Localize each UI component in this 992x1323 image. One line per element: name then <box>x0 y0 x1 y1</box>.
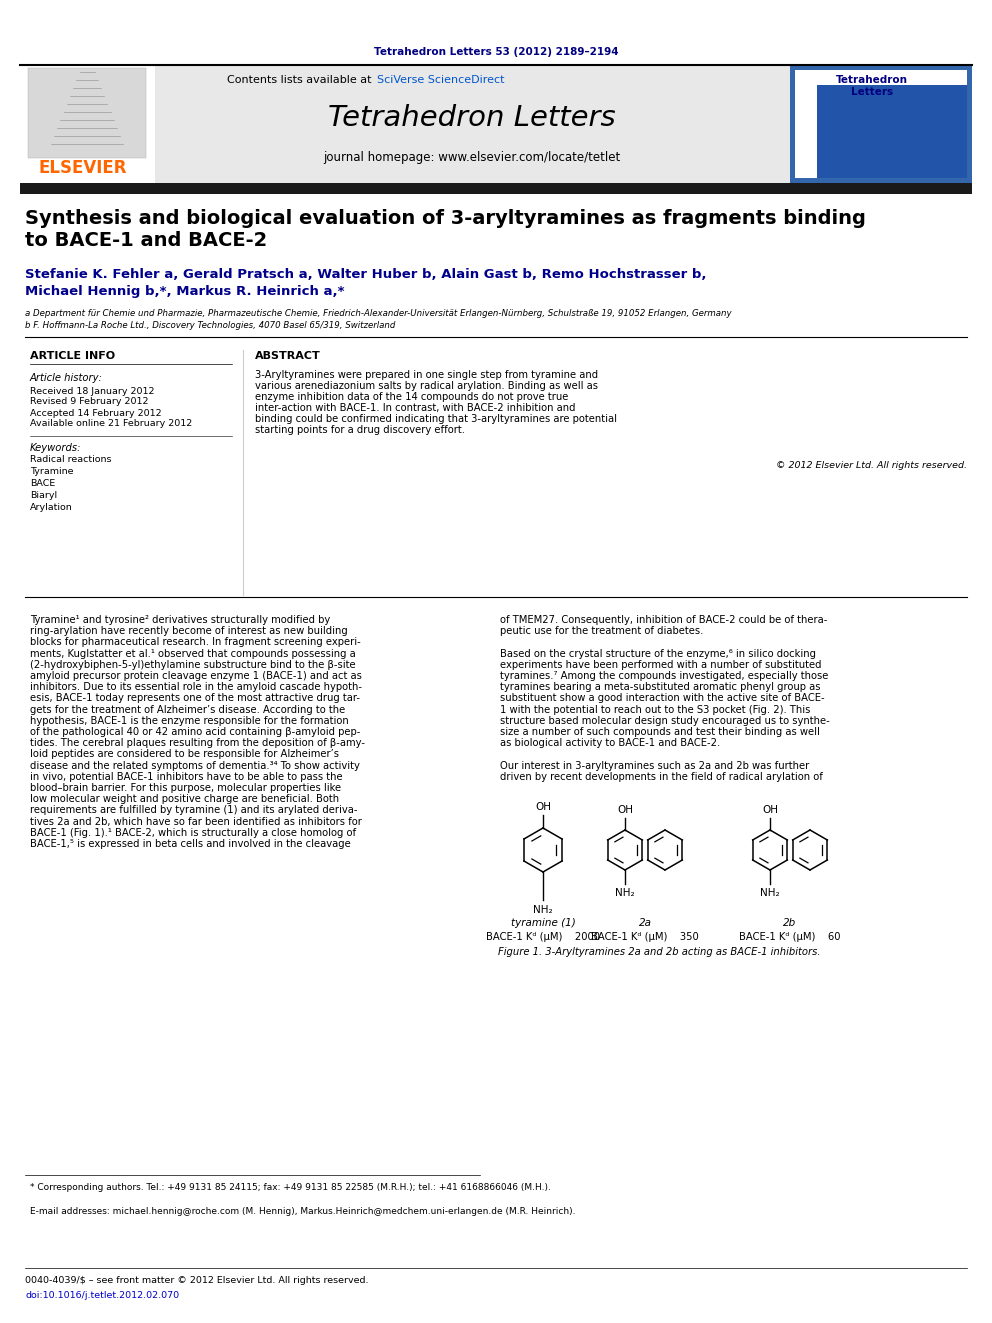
Text: Stefanie K. Fehler a, Gerald Pratsch a, Walter Huber b, Alain Gast b, Remo Hochs: Stefanie K. Fehler a, Gerald Pratsch a, … <box>25 269 706 282</box>
Text: b F. Hoffmann-La Roche Ltd., Discovery Technologies, 4070 Basel 65/319, Switzerl: b F. Hoffmann-La Roche Ltd., Discovery T… <box>25 321 396 331</box>
FancyBboxPatch shape <box>20 65 155 183</box>
Text: 2a: 2a <box>639 918 652 927</box>
Text: Accepted 14 February 2012: Accepted 14 February 2012 <box>30 409 162 418</box>
Text: to BACE-1 and BACE-2: to BACE-1 and BACE-2 <box>25 230 267 250</box>
FancyBboxPatch shape <box>795 70 967 85</box>
Text: Letters: Letters <box>851 87 893 97</box>
Text: BACE-1 Kᵈ (μM)    60: BACE-1 Kᵈ (μM) 60 <box>739 931 841 942</box>
Text: NH₂: NH₂ <box>533 905 553 916</box>
Text: BACE: BACE <box>30 479 56 488</box>
Text: as biological activity to BACE-1 and BACE-2.: as biological activity to BACE-1 and BAC… <box>500 738 720 749</box>
Text: NH₂: NH₂ <box>615 888 635 898</box>
Text: structure based molecular design study encouraged us to synthe-: structure based molecular design study e… <box>500 716 829 726</box>
Text: Tetrahedron Letters 53 (2012) 2189–2194: Tetrahedron Letters 53 (2012) 2189–2194 <box>374 48 618 57</box>
Text: © 2012 Elsevier Ltd. All rights reserved.: © 2012 Elsevier Ltd. All rights reserved… <box>776 460 967 470</box>
Text: E-mail addresses: michael.hennig@roche.com (M. Hennig), Markus.Heinrich@medchem.: E-mail addresses: michael.hennig@roche.c… <box>30 1207 575 1216</box>
Text: loid peptides are considered to be responsible for Alzheimer’s: loid peptides are considered to be respo… <box>30 749 339 759</box>
Text: experiments have been performed with a number of substituted: experiments have been performed with a n… <box>500 660 821 669</box>
Text: * Corresponding authors. Tel.: +49 9131 85 24115; fax: +49 9131 85 22585 (M.R.H.: * Corresponding authors. Tel.: +49 9131 … <box>30 1183 551 1192</box>
Text: SciVerse ScienceDirect: SciVerse ScienceDirect <box>377 75 505 85</box>
Text: in vivo, potential BACE-1 inhibitors have to be able to pass the: in vivo, potential BACE-1 inhibitors hav… <box>30 771 342 782</box>
Text: Available online 21 February 2012: Available online 21 February 2012 <box>30 419 192 429</box>
Text: Synthesis and biological evaluation of 3-aryltyramines as fragments binding: Synthesis and biological evaluation of 3… <box>25 209 866 228</box>
Text: requirements are fulfilled by tyramine (1) and its arylated deriva-: requirements are fulfilled by tyramine (… <box>30 806 357 815</box>
Text: ments, Kuglstatter et al.¹ observed that compounds possessing a: ments, Kuglstatter et al.¹ observed that… <box>30 648 356 659</box>
Text: Arylation: Arylation <box>30 504 72 512</box>
Text: tyramines bearing a meta-substituted aromatic phenyl group as: tyramines bearing a meta-substituted aro… <box>500 683 820 692</box>
Text: doi:10.1016/j.tetlet.2012.02.070: doi:10.1016/j.tetlet.2012.02.070 <box>25 1291 180 1301</box>
Text: Revised 9 February 2012: Revised 9 February 2012 <box>30 397 149 406</box>
Text: Tyramine: Tyramine <box>30 467 73 476</box>
FancyBboxPatch shape <box>20 183 972 194</box>
Text: ARTICLE INFO: ARTICLE INFO <box>30 351 115 361</box>
Text: gets for the treatment of Alzheimer’s disease. According to the: gets for the treatment of Alzheimer’s di… <box>30 705 345 714</box>
Text: tives 2a and 2b, which have so far been identified as inhibitors for: tives 2a and 2b, which have so far been … <box>30 816 362 827</box>
Text: OH: OH <box>617 804 633 815</box>
Text: Radical reactions: Radical reactions <box>30 455 111 464</box>
Text: 2b: 2b <box>784 918 797 927</box>
Text: Tetrahedron Letters: Tetrahedron Letters <box>328 105 616 132</box>
Text: enzyme inhibition data of the 14 compounds do not prove true: enzyme inhibition data of the 14 compoun… <box>255 392 568 402</box>
Text: inhibitors. Due to its essential role in the amyloid cascade hypoth-: inhibitors. Due to its essential role in… <box>30 683 362 692</box>
Text: various arenediazonium salts by radical arylation. Binding as well as: various arenediazonium salts by radical … <box>255 381 598 392</box>
Text: Our interest in 3-aryltyramines such as 2a and 2b was further: Our interest in 3-aryltyramines such as … <box>500 761 809 770</box>
Text: Received 18 January 2012: Received 18 January 2012 <box>30 386 155 396</box>
FancyBboxPatch shape <box>28 67 146 157</box>
Text: of TMEM27. Consequently, inhibition of BACE-2 could be of thera-: of TMEM27. Consequently, inhibition of B… <box>500 615 827 624</box>
Text: tyramines.⁷ Among the compounds investigated, especially those: tyramines.⁷ Among the compounds investig… <box>500 671 828 681</box>
Text: BACE-1 Kᵈ (μM)    350: BACE-1 Kᵈ (μM) 350 <box>591 931 699 942</box>
Text: size a number of such compounds and test their binding as well: size a number of such compounds and test… <box>500 728 819 737</box>
Text: hypothesis, BACE-1 is the enzyme responsible for the formation: hypothesis, BACE-1 is the enzyme respons… <box>30 716 349 726</box>
Text: blocks for pharmaceutical research. In fragment screening experi-: blocks for pharmaceutical research. In f… <box>30 638 361 647</box>
Text: 1 with the potential to reach out to the S3 pocket (Fig. 2). This: 1 with the potential to reach out to the… <box>500 705 810 714</box>
Text: Tetrahedron: Tetrahedron <box>836 75 908 85</box>
Text: Figure 1. 3-Aryltyramines 2a and 2b acting as BACE-1 inhibitors.: Figure 1. 3-Aryltyramines 2a and 2b acti… <box>498 947 820 957</box>
Text: Biaryl: Biaryl <box>30 492 58 500</box>
Text: driven by recent developments in the field of radical arylation of: driven by recent developments in the fie… <box>500 771 823 782</box>
Text: BACE-1,⁵ is expressed in beta cells and involved in the cleavage: BACE-1,⁵ is expressed in beta cells and … <box>30 839 351 849</box>
Text: of the pathological 40 or 42 amino acid containing β-amyloid pep-: of the pathological 40 or 42 amino acid … <box>30 728 360 737</box>
Text: Keywords:: Keywords: <box>30 443 81 452</box>
Text: amyloid precursor protein cleavage enzyme 1 (BACE-1) and act as: amyloid precursor protein cleavage enzym… <box>30 671 362 681</box>
Text: a Department für Chemie und Pharmazie, Pharmazeutische Chemie, Friedrich-Alexand: a Department für Chemie und Pharmazie, P… <box>25 310 732 319</box>
Text: Contents lists available at: Contents lists available at <box>227 75 375 85</box>
Text: Michael Hennig b,*, Markus R. Heinrich a,*: Michael Hennig b,*, Markus R. Heinrich a… <box>25 286 344 299</box>
Text: BACE-1 Kᵈ (μM)    2000: BACE-1 Kᵈ (μM) 2000 <box>486 931 600 942</box>
Text: blood–brain barrier. For this purpose, molecular properties like: blood–brain barrier. For this purpose, m… <box>30 783 341 792</box>
Text: substituent show a good interaction with the active site of BACE-: substituent show a good interaction with… <box>500 693 824 704</box>
Text: journal homepage: www.elsevier.com/locate/tetlet: journal homepage: www.elsevier.com/locat… <box>323 152 621 164</box>
Text: ELSEVIER: ELSEVIER <box>39 159 127 177</box>
Text: esis, BACE-1 today represents one of the most attractive drug tar-: esis, BACE-1 today represents one of the… <box>30 693 360 704</box>
Text: inter-action with BACE-1. In contrast, with BACE-2 inhibition and: inter-action with BACE-1. In contrast, w… <box>255 404 575 413</box>
Text: NH₂: NH₂ <box>760 888 780 898</box>
Text: low molecular weight and positive charge are beneficial. Both: low molecular weight and positive charge… <box>30 794 339 804</box>
Text: Based on the crystal structure of the enzyme,⁶ in silico docking: Based on the crystal structure of the en… <box>500 648 816 659</box>
Text: OH: OH <box>762 804 778 815</box>
Text: ring-arylation have recently become of interest as new building: ring-arylation have recently become of i… <box>30 626 348 636</box>
FancyBboxPatch shape <box>155 65 790 183</box>
FancyBboxPatch shape <box>795 70 817 179</box>
Text: BACE-1 (Fig. 1).¹ BACE-2, which is structurally a close homolog of: BACE-1 (Fig. 1).¹ BACE-2, which is struc… <box>30 828 356 837</box>
Text: peutic use for the treatment of diabetes.: peutic use for the treatment of diabetes… <box>500 626 703 636</box>
Text: Tyramine¹ and tyrosine² derivatives structurally modified by: Tyramine¹ and tyrosine² derivatives stru… <box>30 615 330 624</box>
Text: OH: OH <box>535 802 551 812</box>
FancyBboxPatch shape <box>795 70 967 179</box>
Text: tides. The cerebral plaques resulting from the deposition of β-amy-: tides. The cerebral plaques resulting fr… <box>30 738 365 749</box>
Text: (2-hydroxybiphen-5-yl)ethylamine substructure bind to the β-site: (2-hydroxybiphen-5-yl)ethylamine substru… <box>30 660 355 669</box>
FancyBboxPatch shape <box>790 65 972 183</box>
Text: starting points for a drug discovery effort.: starting points for a drug discovery eff… <box>255 425 465 435</box>
Text: binding could be confirmed indicating that 3-aryltyramines are potential: binding could be confirmed indicating th… <box>255 414 617 423</box>
Text: 0040-4039/$ – see front matter © 2012 Elsevier Ltd. All rights reserved.: 0040-4039/$ – see front matter © 2012 El… <box>25 1275 368 1285</box>
Text: ABSTRACT: ABSTRACT <box>255 351 320 361</box>
Text: disease and the related symptoms of dementia.³⁴ To show activity: disease and the related symptoms of deme… <box>30 761 360 770</box>
Text: 3-Aryltyramines were prepared in one single step from tyramine and: 3-Aryltyramines were prepared in one sin… <box>255 370 598 380</box>
Text: tyramine (1): tyramine (1) <box>511 918 575 927</box>
Text: Article history:: Article history: <box>30 373 103 382</box>
